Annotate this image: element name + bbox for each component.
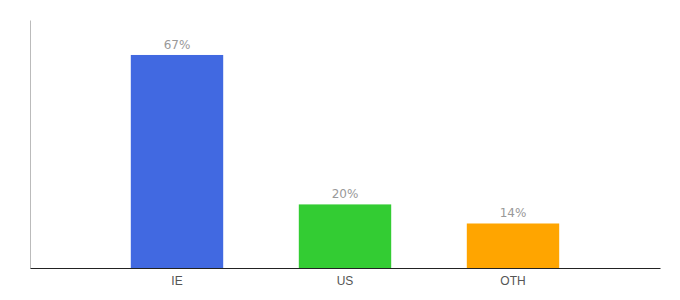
x-tick: IE xyxy=(171,274,182,288)
plot: IE US OTH 67% 20% 14% xyxy=(31,21,661,288)
data-label: 67% xyxy=(164,38,191,52)
data-label: 20% xyxy=(332,187,359,201)
bar xyxy=(299,204,391,268)
x-axis-line xyxy=(31,268,661,269)
x-axis: IE US OTH xyxy=(31,269,661,288)
bar xyxy=(467,223,559,268)
x-tick-label: OTH xyxy=(500,274,525,288)
data-labels: 67% 20% 14% xyxy=(164,38,527,221)
y-axis xyxy=(30,21,31,269)
x-tick: US xyxy=(337,274,354,288)
bar xyxy=(131,55,223,268)
data-label: 14% xyxy=(500,206,527,220)
y-axis-line xyxy=(30,21,31,269)
x-tick-label: IE xyxy=(171,274,182,288)
x-tick: OTH xyxy=(500,274,525,288)
chart: IE US OTH 67% 20% 14% xyxy=(0,0,680,300)
x-tick-label: US xyxy=(337,274,354,288)
bars xyxy=(131,55,559,268)
